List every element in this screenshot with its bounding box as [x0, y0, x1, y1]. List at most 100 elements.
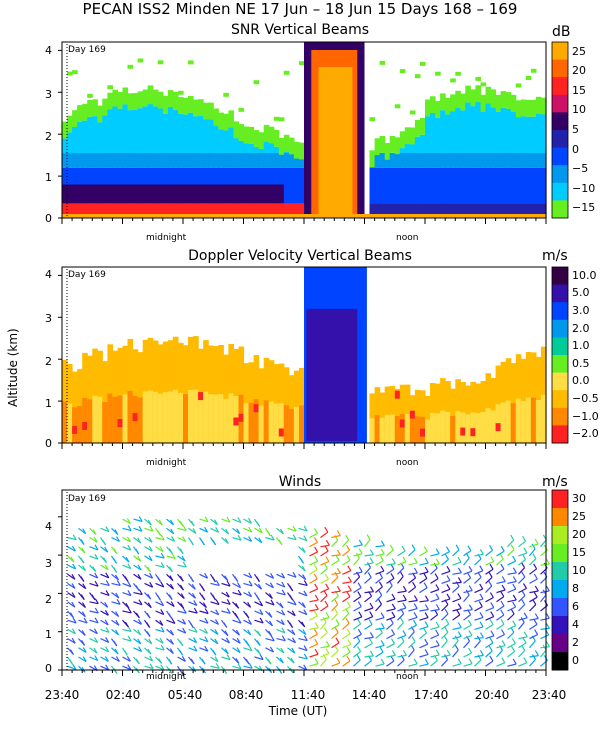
wind-barb-flag — [334, 599, 339, 605]
doppler-cell — [485, 408, 492, 443]
wind-barb-flag — [266, 530, 271, 537]
wind-barb — [221, 601, 231, 605]
wind-barb-flag — [291, 610, 296, 617]
snr-cell — [369, 117, 376, 122]
snr-cell — [172, 93, 179, 110]
wind-barb-flag — [71, 573, 76, 580]
wind-barb-flag — [336, 567, 341, 574]
wind-barb-flag — [113, 548, 118, 555]
snr-cell — [263, 203, 270, 218]
wind-barb-flag — [204, 516, 209, 523]
wind-barb — [254, 610, 264, 616]
wind-barb-flag — [313, 573, 318, 580]
doppler-cell — [490, 410, 497, 443]
wind-barb-flag — [534, 629, 539, 635]
wind-barb-flag — [146, 566, 151, 573]
wind-barb-flag — [379, 555, 384, 562]
wind-barb — [474, 576, 482, 584]
snr-cell — [530, 203, 537, 218]
snr-cell — [409, 167, 416, 185]
snr-cell — [122, 184, 129, 204]
snr-cell — [278, 203, 285, 218]
wind-barb — [89, 638, 98, 644]
wind-barb-flag — [269, 582, 274, 589]
snr-cell — [480, 153, 487, 168]
snr-cell — [470, 106, 476, 153]
snr-cell — [142, 106, 149, 154]
snr-cell — [384, 153, 391, 168]
snr-cell — [102, 153, 108, 168]
wind-barb — [320, 560, 330, 566]
doppler-cell — [470, 428, 476, 437]
wind-barb-flag — [212, 594, 217, 601]
wind-barb — [430, 614, 438, 621]
snr-cell — [67, 203, 73, 218]
wind-barb — [342, 613, 350, 621]
wind-barb-flag — [489, 619, 494, 625]
snr-cell — [82, 120, 88, 154]
wind-barb-flag — [444, 554, 450, 560]
wind-barb-flag — [127, 626, 132, 632]
snr-cell — [238, 153, 245, 168]
wind-barb — [375, 632, 383, 640]
snr-colorbar-swatch — [552, 42, 568, 61]
snr-colorbar-swatch — [552, 94, 568, 113]
wind-barb — [199, 619, 209, 624]
wind-barb-flag — [158, 519, 163, 526]
wind-barb-flag — [169, 583, 175, 590]
doppler-cell — [399, 413, 406, 443]
wind-barb — [441, 551, 450, 557]
wind-barb — [540, 539, 547, 548]
wind-barb — [309, 643, 318, 649]
snr-cell — [147, 102, 154, 153]
wind-barb — [122, 564, 132, 570]
wind-barb-flag — [255, 576, 261, 583]
wind-barb — [122, 592, 132, 597]
snr-cell — [188, 112, 194, 154]
wind-barb-flag — [258, 537, 263, 544]
wind-barb-flag — [347, 585, 352, 592]
wind-barb — [408, 562, 418, 566]
doppler-cell — [178, 392, 184, 443]
wind-barb-flag — [533, 573, 538, 580]
snr-cell — [430, 113, 436, 153]
wind-barb-flag — [479, 565, 484, 572]
wind-barb-flag — [479, 548, 484, 555]
wind-barb-flag — [182, 627, 187, 634]
wind-barb-flag — [191, 592, 197, 599]
wind-barb — [364, 660, 372, 667]
snr-cell — [288, 203, 295, 218]
snr-cell — [490, 89, 497, 94]
wind-barb — [100, 665, 109, 671]
wind-barb — [419, 577, 428, 584]
snr-cell — [379, 60, 386, 65]
snr-cell — [455, 90, 461, 108]
wind-barb — [496, 623, 505, 630]
wind-barb-flag — [148, 536, 153, 543]
wind-barb — [397, 567, 405, 575]
x-axis-label: Time (UT) — [268, 704, 328, 718]
snr-cell — [299, 61, 305, 66]
snr-rain-core — [318, 67, 353, 218]
wind-barb — [265, 638, 275, 642]
wind-barb-flag — [399, 617, 404, 623]
wind-barb-flag — [235, 657, 240, 664]
wind-barb — [441, 659, 449, 667]
snr-cell — [152, 203, 159, 218]
doppler-cell — [409, 419, 416, 443]
wind-barb — [155, 638, 164, 644]
doppler-cell — [510, 363, 517, 443]
wind-barb — [232, 647, 241, 654]
doppler-cell — [62, 401, 68, 443]
wind-barb-flag — [259, 609, 264, 615]
doppler-cell — [404, 413, 411, 443]
snr-cell — [238, 140, 245, 153]
winds-colorbar-label: 30 — [572, 492, 586, 505]
wind-barb-flag — [270, 572, 275, 579]
snr-cell — [268, 184, 275, 204]
wind-barb — [507, 549, 515, 557]
wind-barb — [309, 532, 318, 539]
snr-cell — [213, 184, 219, 204]
wind-barb-flag — [237, 617, 242, 624]
snr-cell — [228, 184, 234, 204]
